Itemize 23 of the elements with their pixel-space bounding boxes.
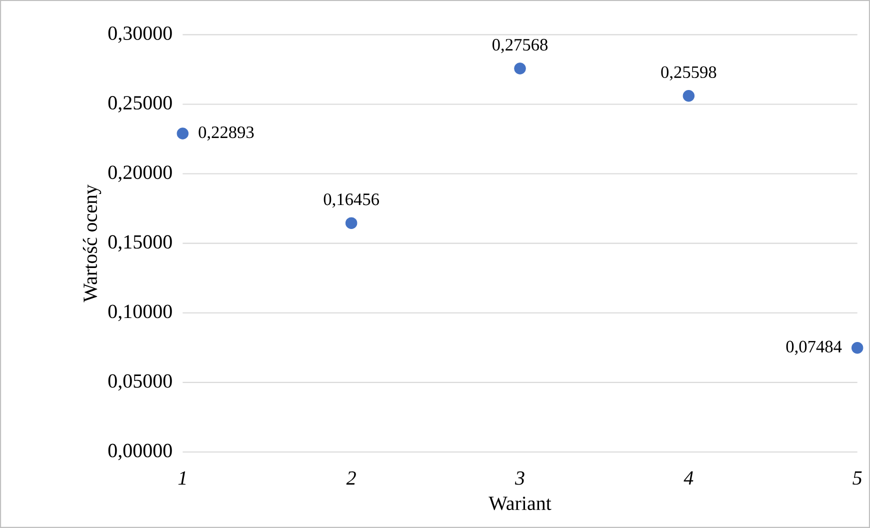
point (176, 128, 189, 140)
data-label: 0,25598 (661, 66, 716, 81)
y-tick-label: 0,05000 (108, 374, 172, 391)
y-tick-label: 0,30000 (108, 26, 172, 43)
x-tick-label: 3 (514, 471, 524, 485)
data-label: 0,27568 (492, 38, 548, 54)
data-label: 0,07484 (786, 340, 842, 355)
x-tick-label: 1 (178, 471, 186, 485)
x-tick-label: 5 (852, 471, 862, 485)
data-label: 0,22893 (198, 126, 254, 141)
y-tick-label: 0,00000 (108, 444, 172, 460)
y-tick-label: 0,20000 (108, 166, 172, 182)
y-tick-label: 0,10000 (108, 304, 172, 322)
x-axis-title: Wariant (488, 496, 552, 510)
y-tick-label: 0,15000 (108, 235, 172, 252)
point (345, 217, 358, 229)
data-label: 0,16456 (324, 194, 379, 208)
x-tick-label: 2 (346, 471, 356, 485)
point (682, 90, 695, 102)
y-tick-label: 0,25000 (108, 96, 172, 112)
x-tick-label: 4 (684, 471, 694, 485)
y-axis-title: Wartość oceny (82, 184, 102, 302)
point (514, 62, 526, 74)
